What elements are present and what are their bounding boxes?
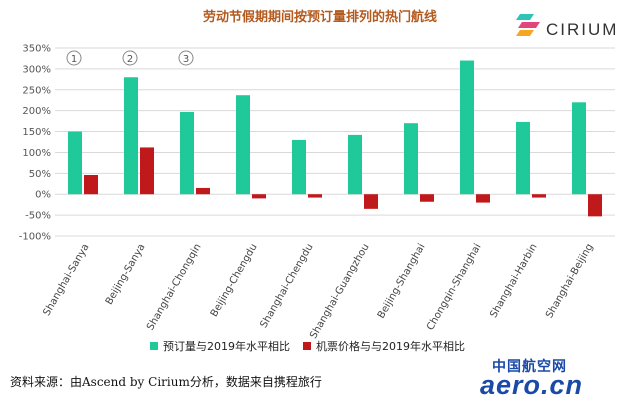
y-tick-label: 250% bbox=[22, 85, 51, 96]
y-tick-label: 200% bbox=[22, 106, 51, 117]
annotation-circle bbox=[122, 50, 138, 66]
y-tick-label: 100% bbox=[22, 148, 51, 159]
watermark-en: aero.cn bbox=[480, 370, 584, 400]
price-bar bbox=[252, 194, 266, 199]
legend-swatch bbox=[150, 342, 158, 350]
logo-text: CIRIUM bbox=[546, 20, 619, 39]
annotation-circle bbox=[178, 50, 194, 66]
price-bar bbox=[420, 194, 434, 202]
price-bar bbox=[364, 194, 378, 209]
y-tick-label: 150% bbox=[22, 127, 51, 138]
price-bar bbox=[308, 194, 322, 198]
cirium-logo: CIRIUM bbox=[516, 10, 636, 50]
y-tick-label: 300% bbox=[22, 64, 51, 75]
x-tick-label: Shanghai-Chongqin bbox=[145, 242, 204, 332]
price-bar bbox=[588, 194, 602, 217]
price-bar bbox=[84, 175, 98, 195]
x-tick-label: Beijing-Shanghai bbox=[376, 242, 428, 321]
y-tick-label: -100% bbox=[19, 232, 51, 243]
x-tick-label: Shanghai-Beijing bbox=[544, 242, 596, 320]
annotation-label: 3 bbox=[183, 54, 189, 65]
price-bar bbox=[196, 187, 210, 195]
booking-bar bbox=[572, 102, 586, 195]
booking-bar bbox=[404, 123, 418, 195]
x-tick-label: Beijing-Chengdu bbox=[209, 242, 260, 319]
booking-bar bbox=[180, 111, 194, 195]
x-tick-label: Shanghai-Guangzhou bbox=[308, 242, 371, 341]
aero-watermark: 中国航空网 aero.cn bbox=[478, 356, 638, 404]
x-tick-label: Chongqin-Shanghai bbox=[425, 242, 484, 332]
legend-label: 机票价格与与2019年水平相比 bbox=[316, 339, 465, 353]
x-tick-label: Shanghai-Chengdu bbox=[258, 242, 315, 330]
source-note: 资料来源：由Ascend by Cirium分析，数据来自携程旅行 bbox=[10, 375, 322, 389]
annotation-circle bbox=[66, 50, 82, 66]
chart-title: 劳动节假期期间按预订量排列的热门航线 bbox=[202, 10, 437, 25]
legend-swatch bbox=[303, 342, 311, 350]
booking-bar bbox=[516, 121, 530, 195]
booking-bar bbox=[292, 139, 306, 195]
x-tick-label: Shanghai-Sanya bbox=[41, 242, 91, 318]
annotation-label: 1 bbox=[71, 54, 77, 65]
price-bar bbox=[140, 147, 154, 195]
price-bar bbox=[476, 194, 490, 203]
annotation-label: 2 bbox=[127, 54, 133, 65]
booking-bar bbox=[236, 95, 250, 195]
legend-label: 预订量与2019年水平相比 bbox=[163, 339, 290, 353]
price-bar bbox=[532, 194, 546, 198]
y-tick-label: -50% bbox=[25, 211, 51, 222]
x-tick-label: Shanghai-Harbin bbox=[488, 242, 539, 320]
x-tick-label: Beijing-Sanya bbox=[104, 242, 148, 307]
booking-bar bbox=[348, 134, 362, 195]
y-tick-label: 350% bbox=[22, 44, 51, 55]
y-tick-label: 0% bbox=[35, 190, 51, 201]
booking-bar bbox=[124, 77, 138, 195]
watermark-cn: 中国航空网 bbox=[492, 359, 567, 375]
booking-bar bbox=[68, 131, 82, 195]
cirium-logo-icon bbox=[516, 14, 540, 36]
y-tick-label: 50% bbox=[29, 169, 51, 180]
booking-bar bbox=[460, 60, 474, 195]
